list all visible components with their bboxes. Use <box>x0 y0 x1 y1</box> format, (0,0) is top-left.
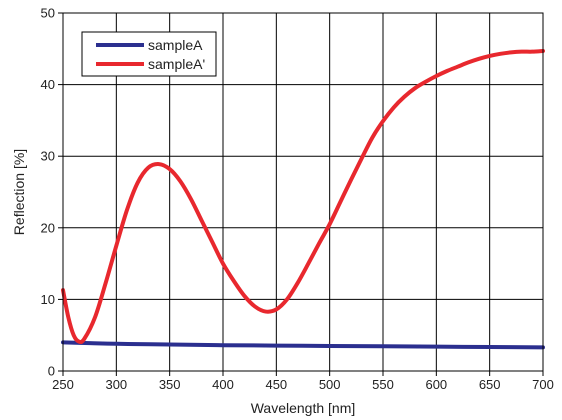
y-tick-label: 20 <box>41 220 55 235</box>
x-tick-label: 350 <box>159 377 181 392</box>
legend-label-sampleA-prime: sampleA' <box>148 56 205 72</box>
y-tick-label: 10 <box>41 292 55 307</box>
y-tick-label: 50 <box>41 6 55 21</box>
x-tick-label: 700 <box>532 377 554 392</box>
x-tick-label: 550 <box>372 377 394 392</box>
grid <box>63 13 543 371</box>
x-axis-label: Wavelength [nm] <box>251 400 356 416</box>
x-tick-label: 500 <box>319 377 341 392</box>
x-tick-label: 650 <box>479 377 501 392</box>
x-tick-label: 600 <box>425 377 447 392</box>
series-line-sampleA <box>61 340 545 350</box>
series-line-sampleA-prime <box>61 48 545 345</box>
x-tick-label: 250 <box>52 377 74 392</box>
ticks <box>58 12 544 376</box>
x-tick-label: 400 <box>212 377 234 392</box>
x-tick-label: 450 <box>265 377 287 392</box>
plot-frame <box>62 12 544 372</box>
y-tick-label: 30 <box>41 149 55 164</box>
legend: sampleA sampleA' <box>81 31 217 77</box>
series-layer <box>61 48 545 350</box>
x-tick-label: 300 <box>105 377 127 392</box>
tick-labels: 250 300 350 400 450 500 550 600 650 700 0 10 20 30 40 5… <box>41 6 554 393</box>
legend-box <box>81 31 217 77</box>
legend-label-sampleA: sampleA <box>148 37 203 53</box>
y-axis-label: Reflection [%] <box>11 149 27 235</box>
y-tick-label: 0 <box>48 364 55 379</box>
y-tick-label: 40 <box>41 77 55 92</box>
